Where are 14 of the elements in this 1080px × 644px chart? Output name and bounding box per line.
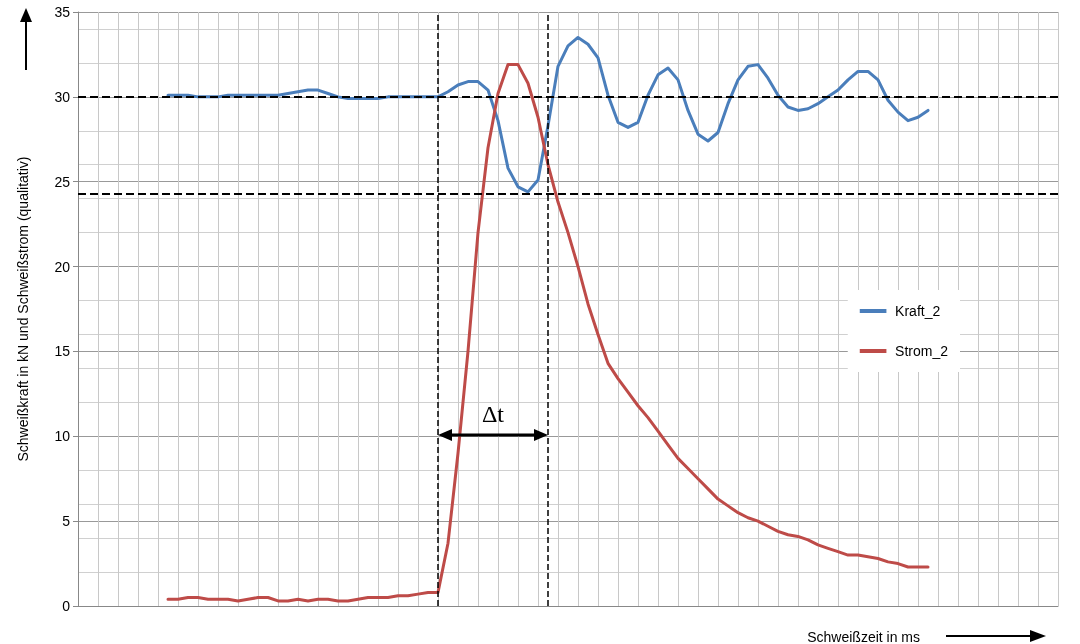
y-tick-label: 25	[54, 173, 71, 190]
y-tick-label: 30	[54, 88, 71, 105]
legend-label: Strom_2	[895, 343, 949, 359]
y-tick-label: 0	[62, 598, 71, 614]
line-series	[166, 35, 930, 194]
y-axis-title: Schweißkraft in kN und Schweißstrom (qualitativ)	[15, 156, 31, 462]
y-tick-label: 10	[54, 428, 71, 445]
x-axis-title: Schweißzeit in ms	[807, 629, 921, 644]
y-tick-label: 5	[62, 513, 71, 530]
y-tick-label: 35	[54, 4, 71, 20]
legend-label: Kraft_2	[895, 303, 941, 319]
y-tick-label: 20	[54, 258, 71, 275]
annotation: Δt	[480, 401, 506, 428]
y-tick-label: 15	[54, 343, 71, 360]
